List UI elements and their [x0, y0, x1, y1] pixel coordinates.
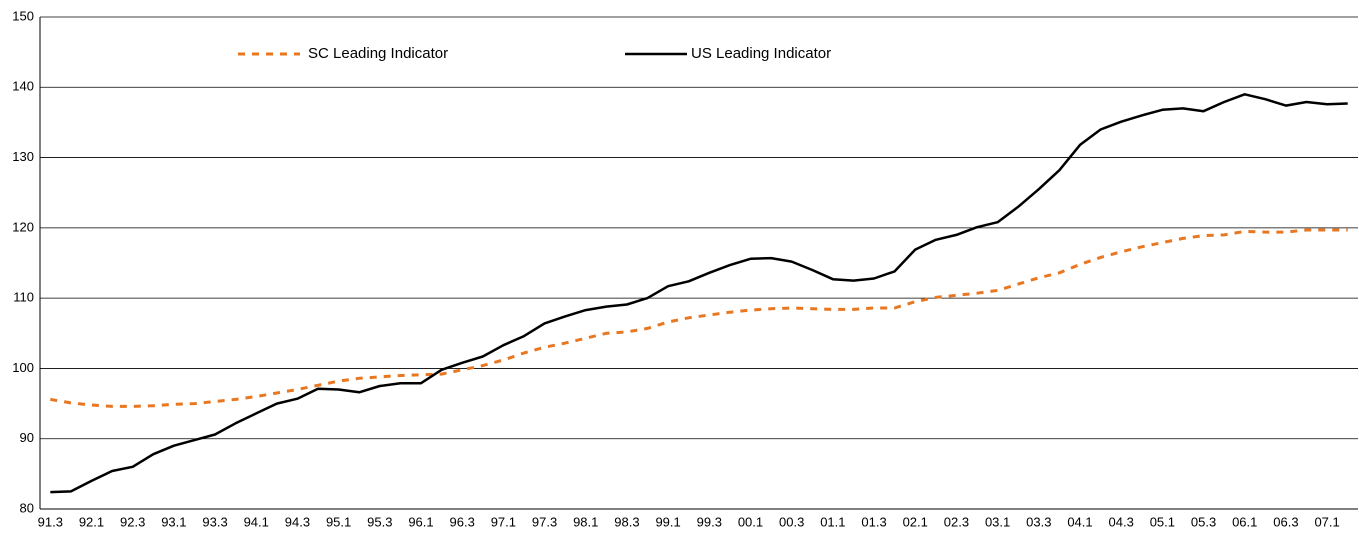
- x-tick-label: 95.3: [367, 514, 392, 529]
- x-tick-label: 01.1: [820, 514, 845, 529]
- x-tick-label: 92.1: [79, 514, 104, 529]
- x-tick-label: 95.1: [326, 514, 351, 529]
- x-tick-label: 96.3: [450, 514, 475, 529]
- x-tick-label: 00.3: [779, 514, 804, 529]
- y-tick-label: 80: [20, 500, 34, 515]
- x-tick-label: 00.1: [738, 514, 763, 529]
- x-tick-label: 93.3: [202, 514, 227, 529]
- x-tick-label: 02.3: [944, 514, 969, 529]
- x-tick-label: 06.1: [1232, 514, 1257, 529]
- x-tick-label: 92.3: [120, 514, 145, 529]
- y-tick-label: 150: [12, 8, 34, 23]
- x-tick-label: 97.3: [532, 514, 557, 529]
- y-tick-label: 140: [12, 79, 34, 94]
- y-tick-label: 100: [12, 360, 34, 375]
- y-tick-label: 120: [12, 219, 34, 234]
- x-tick-label: 05.3: [1191, 514, 1216, 529]
- x-tick-label: 98.3: [614, 514, 639, 529]
- x-tick-label: 99.1: [655, 514, 680, 529]
- series-line: [50, 93, 1348, 494]
- x-tick-label: 94.3: [285, 514, 310, 529]
- y-tick-label: 90: [20, 430, 34, 445]
- x-tick-label: 03.1: [985, 514, 1010, 529]
- x-tick-label: 06.3: [1273, 514, 1298, 529]
- series-line: [50, 228, 1348, 408]
- y-tick-label: 110: [13, 290, 34, 305]
- x-tick-label: 04.3: [1109, 514, 1134, 529]
- x-tick-label: 05.1: [1150, 514, 1175, 529]
- x-tick-label: 99.3: [697, 514, 722, 529]
- legend-label: SC Leading Indicator: [308, 45, 448, 62]
- x-tick-label: 93.1: [161, 514, 186, 529]
- x-tick-label: 01.3: [861, 514, 886, 529]
- x-tick-label: 03.3: [1026, 514, 1051, 529]
- y-tick-label: 130: [12, 149, 34, 164]
- x-tick-label: 02.1: [903, 514, 928, 529]
- x-tick-label: 94.1: [244, 514, 269, 529]
- legend-label: US Leading Indicator: [691, 45, 831, 62]
- x-tick-label: 97.1: [491, 514, 516, 529]
- x-tick-label: 91.3: [38, 514, 63, 529]
- x-tick-label: 98.1: [573, 514, 598, 529]
- x-tick-label: 04.1: [1067, 514, 1092, 529]
- x-tick-label: 96.1: [408, 514, 433, 529]
- x-tick-label: 07.1: [1314, 514, 1339, 529]
